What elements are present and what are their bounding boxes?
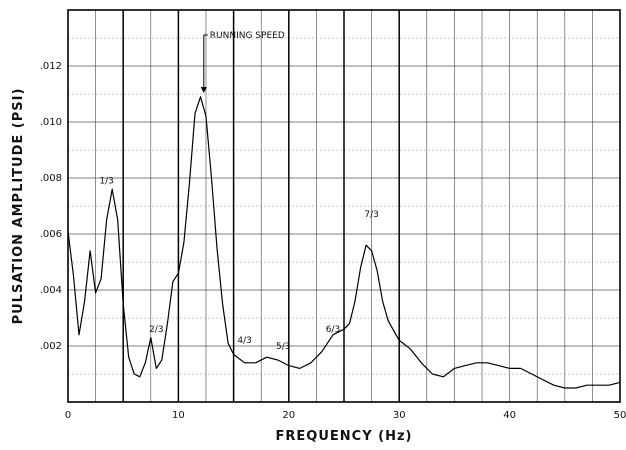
annotation-label: 6/3 [326,325,340,335]
y-tick-label: .010 [40,117,62,128]
y-tick-label: .008 [40,173,62,184]
y-tick-label: .002 [40,341,62,352]
x-tick-label: 40 [503,410,516,421]
tick-labels: 0 10 20 30 40 50 .002 .004 .006 .008 .010 .012 [40,61,626,421]
series-lines [67,96,621,389]
annotation-label: RUNNING SPEED [210,31,285,41]
annotation-label: 4/3 [237,336,251,346]
y-tick-label: .004 [40,285,62,296]
x-tick-label: 10 [172,410,185,421]
plot-frame [67,9,621,403]
harmonic-lines [122,10,400,402]
y-tick-label: .006 [40,229,62,240]
annotation-label: 2/3 [149,325,163,335]
y-axis-label: PULSATION AMPLITUDE (PSI) [11,88,26,325]
x-tick-label: 30 [393,410,406,421]
x-tick-label: 20 [282,410,295,421]
x-tick-label: 50 [614,410,626,421]
annotation-label: 1/3 [99,177,113,187]
annotation-label: 7/3 [364,210,378,220]
annotations: 1/3 2/3 4/3 5/3 6/3 7/3 RUNNING SPEED [99,31,378,352]
series-line-0 [67,96,621,389]
annotation-arrowhead [200,87,207,93]
x-axis-label: FREQUENCY (Hz) [276,429,413,444]
annotation-label: 5/3 [276,342,290,352]
x-tick-label: 0 [65,410,71,421]
y-tick-label: .012 [40,61,62,72]
